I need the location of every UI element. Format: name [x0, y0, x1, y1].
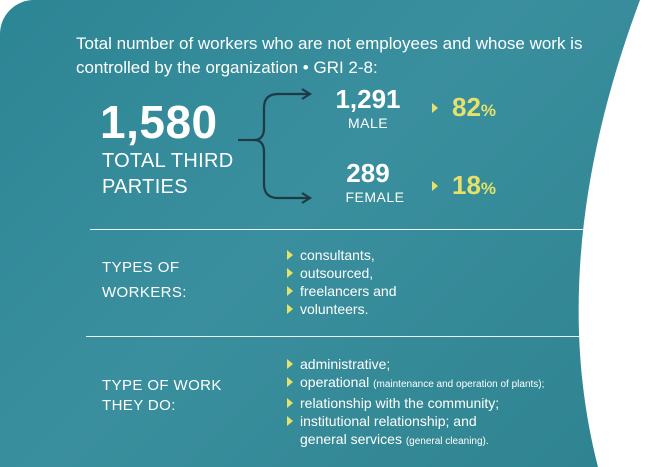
pointer-icon — [287, 377, 293, 387]
pointer-icon — [287, 416, 293, 426]
female-percent: 18% — [452, 170, 496, 204]
female-label: FEMALE — [345, 189, 405, 205]
total-third-parties-value: 1,580 — [100, 96, 218, 148]
list-item: volunteers. — [286, 300, 397, 318]
work-label-line1: TYPE OF WORK — [102, 377, 222, 394]
total-third-parties-label: TOTAL THIRD PARTIES — [102, 148, 262, 200]
list-item: institutional relationship; and — [286, 412, 544, 430]
infographic-title: Total number of workers who are not empl… — [76, 34, 583, 77]
female-count: 289 — [346, 158, 390, 188]
list-item-text: outsourced, — [300, 265, 374, 281]
male-percent-value: 82 — [452, 92, 481, 122]
type-of-work-list: administrative; operational (maintenance… — [286, 355, 544, 451]
total-label-line2: PARTIES — [102, 176, 188, 198]
male-count: 1,291 — [335, 84, 401, 114]
connector-arrows-icon — [228, 84, 328, 214]
list-item-continuation: general services (general cleaning). — [286, 430, 544, 451]
male-pointer-icon — [432, 103, 438, 113]
list-item-text: relationship with the community; — [300, 395, 500, 411]
total-label-line1: TOTAL THIRD — [102, 150, 234, 172]
types-of-workers-list: consultants, outsourced, freelancers and… — [286, 246, 397, 318]
pointer-icon — [287, 250, 293, 260]
list-item-text: institutional relationship; and — [300, 413, 477, 429]
list-item-text: volunteers. — [300, 301, 369, 317]
list-item: relationship with the community; — [286, 394, 544, 412]
divider-top — [90, 229, 584, 230]
list-item-text: general services — [300, 431, 406, 447]
pointer-icon — [287, 268, 293, 278]
list-item-text: consultants, — [300, 247, 375, 263]
female-pointer-icon — [432, 181, 438, 191]
list-item: operational (maintenance and operation o… — [286, 373, 544, 394]
list-item-note: (general cleaning). — [405, 436, 489, 447]
pointer-icon — [287, 398, 293, 408]
female-percent-value: 18 — [452, 170, 481, 200]
pointer-icon — [287, 304, 293, 314]
list-item-text: operational — [300, 374, 374, 390]
types-label-line2: WORKERS: — [102, 284, 187, 301]
list-item: freelancers and — [286, 282, 397, 300]
male-percent-sign: % — [480, 101, 497, 120]
female-percent-sign: % — [480, 179, 497, 198]
male-label: MALE — [347, 115, 389, 131]
male-percent: 82% — [452, 92, 496, 126]
types-label-line1: TYPES OF — [102, 259, 180, 276]
list-item: outsourced, — [286, 264, 397, 282]
types-of-workers-label: TYPES OF WORKERS: — [102, 255, 187, 305]
pointer-icon — [287, 286, 293, 296]
list-item-note: (maintenance and operation of plants); — [373, 379, 545, 390]
list-item: administrative; — [286, 355, 544, 373]
list-item-text: freelancers and — [300, 283, 397, 299]
divider-bottom — [86, 336, 580, 337]
list-item: consultants, — [286, 246, 397, 264]
list-item-text: administrative; — [300, 356, 391, 372]
pointer-icon — [287, 359, 293, 369]
type-of-work-label: TYPE OF WORK THEY DO: — [102, 376, 222, 416]
work-label-line2: THEY DO: — [102, 397, 176, 414]
